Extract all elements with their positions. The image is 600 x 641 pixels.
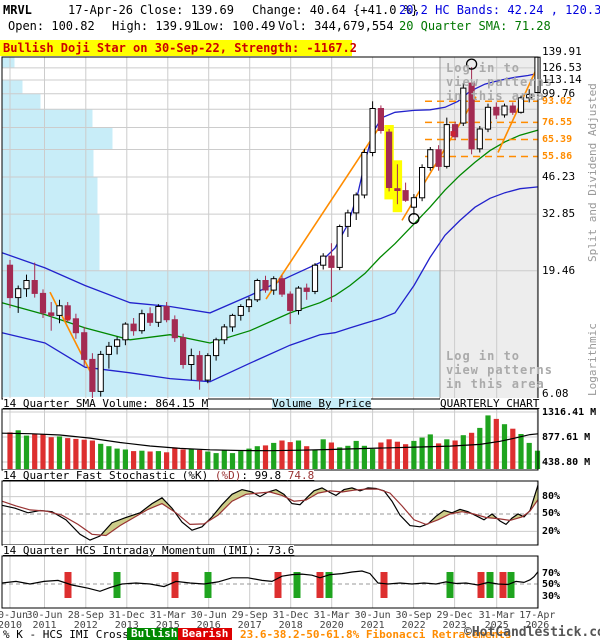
- stoch-k-value: : 99.8: [241, 469, 288, 482]
- fib-axis-label: 93.02: [542, 96, 573, 107]
- fib-axis-label: 65.39: [542, 134, 573, 145]
- fibonacci-legend: 23.6-38.2-50-61.8% Fibonacci Retracement…: [240, 628, 512, 641]
- low-value: Low: 100.49: [196, 19, 276, 33]
- copyright-text[interactable]: ©HotCandlestick.com: [464, 625, 600, 640]
- price-axis-label: 113.14: [542, 73, 582, 86]
- date-axis-label: 29-Sep 2017: [231, 610, 268, 631]
- volume-axis-label: 1316.41 M: [542, 407, 597, 418]
- imi-axis-label: 70%: [542, 568, 561, 579]
- login-overlay-bottom[interactable]: Log in to view patterns in this area: [446, 349, 553, 391]
- bearish-badge: Bearish: [178, 628, 233, 640]
- chart-type-label: QUARTERLY CHART: [440, 397, 540, 410]
- imi-axis-label: 30%: [542, 591, 561, 602]
- login-line: Log in to: [446, 349, 521, 363]
- date-axis-label: 30-Jun 2010: [0, 610, 29, 631]
- high-value: High: 139.91: [112, 19, 199, 33]
- price-axis-label: 139.91: [542, 45, 582, 58]
- close-value: Close: 139.69: [140, 3, 234, 17]
- login-line: view patterns: [446, 75, 553, 89]
- login-line: Log in to: [446, 61, 521, 75]
- sma-value: 20 Quarter SMA: 71.28: [399, 19, 551, 33]
- stochastic-panel-title: 14 Quarter Fast Stochastic (%K) (%D): 99…: [3, 469, 315, 482]
- axis-title-adjusted: Split and Dividend Adjusted: [586, 83, 599, 262]
- change-value: Change: 40.64 {+41.0 %}: [252, 3, 419, 17]
- volume-axis-label: 877.61 M: [542, 432, 591, 443]
- quote-date: 17-Apr-26: [68, 3, 134, 17]
- date-axis-label: 17-Apr 2026: [519, 610, 556, 631]
- stoch-title-d: (%D): [214, 469, 242, 482]
- ticker-symbol: MRVL: [3, 3, 32, 17]
- login-line: in this area: [446, 89, 545, 103]
- login-line: in this area: [446, 377, 545, 391]
- price-axis-label: 32.85: [542, 207, 576, 220]
- pattern-banner-text: Bullish Doji Star on 30-Sep-22, Strength…: [3, 41, 358, 55]
- date-axis-label: 29-Dec 2023: [436, 610, 473, 631]
- date-axis-label: 31-Dec 2013: [108, 610, 145, 631]
- login-line: view patterns: [446, 363, 553, 377]
- volume-axis-label: 438.80 M: [542, 457, 591, 468]
- stoch-title-k: 14 Quarter Fast Stochastic (%K): [3, 469, 215, 482]
- price-axis-label: 46.23: [542, 170, 576, 183]
- stochastic-axis-label: 80%: [542, 491, 561, 502]
- price-axis-label: 19.46: [542, 264, 576, 277]
- volume-panel-title: 14 Quarter SMA Volume: 864.15 M: [3, 397, 209, 410]
- stochastic-axis-label: 20%: [542, 526, 561, 537]
- date-axis-label: 31-Dec 2018: [272, 610, 309, 631]
- open-value: Open: 100.82: [8, 19, 95, 33]
- pattern-banner[interactable]: Bullish Doji Star on 30-Sep-22, Strength…: [0, 40, 357, 56]
- price-axis-label: 126.53: [542, 61, 582, 74]
- price-axis-label: 6.08: [542, 387, 569, 400]
- date-axis-label: 31-Mar 2025: [478, 610, 515, 631]
- date-axis-label: 30-Jun 2016: [190, 610, 227, 631]
- bullish-badge: Bullish: [127, 628, 182, 640]
- price-axis-label: 99.76: [542, 87, 576, 100]
- date-axis-label: 28-Sep 2012: [67, 610, 104, 631]
- volume-value: Vol: 344,679,554: [278, 19, 394, 33]
- date-axis-label: 30-Jun 2021: [354, 610, 391, 631]
- hc-bands-value: 20,2 HC Bands: 42.24 , 120.31: [399, 3, 600, 17]
- imi-panel-title: 14 Quarter HCS Intraday Momentum (IMI): …: [3, 544, 295, 557]
- date-axis-label: 31-Mar 2015: [149, 610, 186, 631]
- fib-axis-label: 55.86: [542, 151, 573, 162]
- fib-axis-label: 76.55: [542, 117, 573, 128]
- date-axis-label: 30-Jun 2011: [26, 610, 63, 631]
- login-overlay-top[interactable]: Log in to view patterns in this area: [446, 61, 553, 103]
- date-axis-label: 31-Mar 2020: [313, 610, 350, 631]
- stoch-d-value: 74.8: [287, 469, 315, 482]
- imi-axis-label: 50%: [542, 579, 561, 590]
- volume-by-price-label[interactable]: Volume By Price: [272, 397, 372, 410]
- axis-title-logarithmic: Logarithmic: [586, 323, 599, 396]
- stochastic-axis-label: 50%: [542, 508, 561, 519]
- date-axis-label: 30-Sep 2022: [395, 610, 432, 631]
